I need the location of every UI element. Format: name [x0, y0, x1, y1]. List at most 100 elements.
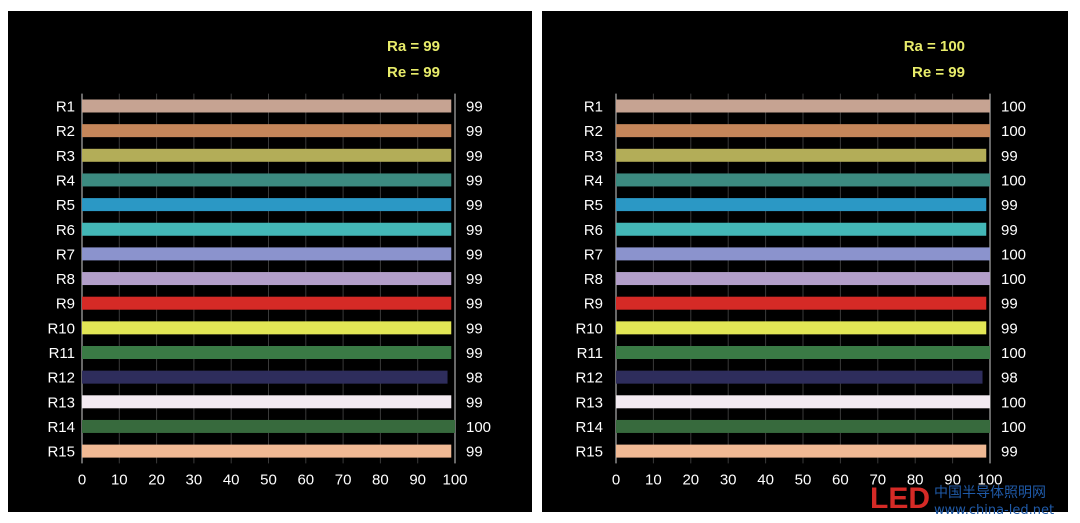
value-label-r7: 100	[1001, 246, 1026, 263]
x-tick-label: 30	[186, 471, 203, 488]
watermark-logo: LED 中国半导体照明网 www.china-led.net	[870, 482, 1054, 518]
x-tick-label: 50	[260, 471, 277, 488]
value-label-r7: 99	[466, 246, 483, 263]
category-label-r9: R9	[56, 296, 75, 313]
category-label-r6: R6	[584, 222, 603, 239]
value-label-r5: 99	[466, 197, 483, 214]
value-label-r8: 99	[466, 271, 483, 288]
x-tick-label: 80	[372, 471, 389, 488]
x-tick-label: 90	[944, 471, 961, 488]
value-label-r2: 100	[1001, 123, 1026, 140]
watermark-led-logo: LED	[870, 482, 930, 515]
value-label-r5: 99	[1001, 197, 1018, 214]
bar-r1	[616, 99, 990, 113]
x-tick-label: 40	[223, 471, 240, 488]
bar-r9	[82, 296, 452, 310]
category-label-r11: R11	[577, 345, 603, 362]
x-tick-label: 20	[148, 471, 165, 488]
value-label-r6: 99	[466, 222, 483, 239]
bar-r6	[82, 222, 452, 236]
bar-r5	[82, 198, 452, 212]
left-cri-bar-chart: Ra = 99 Re = 99 R1 99 R2 99 R3 99 R4 99 R5 99 R6 99 R7…	[47, 38, 491, 488]
bar-r10	[82, 321, 452, 335]
x-tick-label: 70	[869, 471, 886, 488]
x-tick-label: 20	[682, 471, 699, 488]
category-label-r5: R5	[56, 197, 75, 214]
value-label-r1: 100	[1001, 99, 1026, 116]
bar-r12	[616, 370, 983, 384]
category-label-r10: R10	[47, 320, 75, 337]
value-label-r8: 100	[1001, 271, 1026, 288]
category-label-r3: R3	[584, 148, 603, 165]
category-label-r9: R9	[584, 296, 603, 313]
watermark-url: www.china-led.net	[934, 503, 1054, 518]
category-label-r10: R10	[575, 320, 603, 337]
bar-r8	[616, 272, 990, 286]
category-label-r4: R4	[56, 172, 75, 189]
category-label-r1: R1	[584, 99, 603, 116]
x-tick-label: 100	[977, 471, 1002, 488]
category-label-r7: R7	[56, 246, 75, 263]
bar-r8	[82, 272, 452, 286]
bar-r13	[82, 395, 452, 409]
value-label-r10: 99	[1001, 320, 1018, 337]
bar-r4	[82, 173, 452, 187]
bar-r3	[616, 148, 987, 162]
x-tick-label: 80	[907, 471, 924, 488]
bar-r11	[616, 346, 990, 359]
value-label-r4: 100	[1001, 172, 1026, 189]
category-label-r13: R13	[47, 394, 75, 411]
bar-r15	[82, 444, 452, 458]
x-tick-label: 40	[757, 471, 774, 488]
x-tick-label: 70	[335, 471, 352, 488]
bar-r14	[82, 419, 455, 433]
bar-r4	[616, 173, 990, 187]
re-annotation: Re = 99	[912, 64, 965, 81]
x-tick-label: 0	[612, 471, 620, 488]
value-label-r13: 100	[1001, 394, 1026, 411]
x-tick-label: 90	[409, 471, 426, 488]
bar-r7	[82, 247, 452, 261]
value-label-r9: 99	[1001, 296, 1018, 313]
right-chart-panel: Ra = 100 Re = 99 R1 100 R2 100 R3 99 R4 100 R5 99 R6…	[542, 11, 1068, 512]
bar-r10	[616, 321, 987, 335]
category-label-r14: R14	[575, 419, 603, 436]
x-tick-label: 30	[720, 471, 737, 488]
value-label-r3: 99	[466, 148, 483, 165]
value-label-r4: 99	[466, 172, 483, 189]
category-label-r3: R3	[56, 148, 75, 165]
value-label-r1: 99	[466, 99, 483, 116]
value-label-r13: 99	[466, 394, 483, 411]
value-label-r15: 99	[1001, 444, 1018, 461]
bar-r14	[616, 419, 990, 433]
bar-r7	[616, 247, 990, 261]
bar-r1	[82, 99, 452, 113]
category-label-r15: R15	[575, 444, 603, 461]
category-label-r7: R7	[584, 246, 603, 263]
category-label-r8: R8	[56, 271, 75, 288]
x-tick-label: 60	[297, 471, 314, 488]
ra-annotation: Ra = 100	[904, 38, 965, 55]
category-label-r4: R4	[584, 172, 603, 189]
bar-r5	[616, 198, 987, 212]
x-tick-label: 60	[832, 471, 849, 488]
bar-r6	[616, 222, 987, 236]
x-tick-label: 10	[111, 471, 128, 488]
x-tick-label: 10	[645, 471, 662, 488]
value-label-r3: 99	[1001, 148, 1018, 165]
value-label-r12: 98	[1001, 370, 1018, 387]
category-label-r6: R6	[56, 222, 75, 239]
value-label-r14: 100	[466, 419, 491, 436]
category-label-r2: R2	[584, 123, 603, 140]
category-label-r15: R15	[47, 444, 75, 461]
value-label-r15: 99	[466, 444, 483, 461]
value-label-r9: 99	[466, 296, 483, 313]
value-label-r2: 99	[466, 123, 483, 140]
value-label-r10: 99	[466, 320, 483, 337]
left-chart-panel: Ra = 99 Re = 99 R1 99 R2 99 R3 99 R4 99 R5 99 R6 99 R7…	[8, 11, 532, 512]
category-label-r2: R2	[56, 123, 75, 140]
x-tick-label: 0	[78, 471, 86, 488]
category-label-r12: R12	[575, 370, 603, 387]
category-label-r11: R11	[49, 345, 75, 362]
